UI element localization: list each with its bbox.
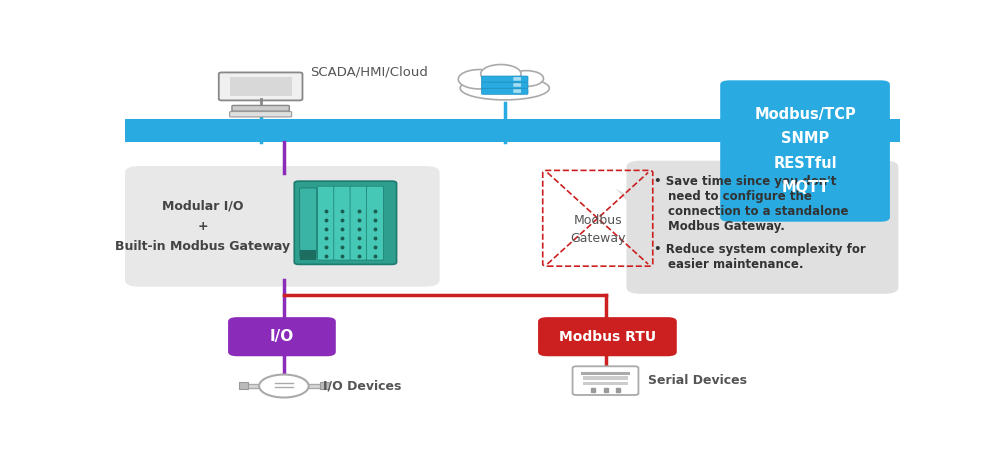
Circle shape — [509, 71, 544, 86]
FancyBboxPatch shape — [245, 384, 323, 388]
Text: SCADA/HMI/Cloud: SCADA/HMI/Cloud — [310, 66, 428, 79]
Text: Modbus
Gateway: Modbus Gateway — [570, 214, 626, 245]
FancyBboxPatch shape — [125, 166, 440, 287]
Circle shape — [259, 375, 309, 397]
FancyBboxPatch shape — [583, 377, 628, 380]
FancyBboxPatch shape — [300, 250, 316, 260]
FancyBboxPatch shape — [538, 317, 677, 356]
Circle shape — [481, 64, 521, 83]
Text: easier maintenance.: easier maintenance. — [668, 258, 804, 271]
Text: I/O: I/O — [270, 329, 294, 344]
FancyBboxPatch shape — [573, 366, 638, 395]
FancyBboxPatch shape — [581, 372, 630, 375]
FancyBboxPatch shape — [230, 111, 292, 117]
FancyBboxPatch shape — [482, 76, 528, 82]
FancyBboxPatch shape — [350, 186, 367, 260]
Text: Modular I/O
+
Built-in Modbus Gateway: Modular I/O + Built-in Modbus Gateway — [115, 200, 290, 253]
FancyBboxPatch shape — [720, 80, 890, 222]
Text: Modbus/TCP
SNMP
RESTful
MQTT: Modbus/TCP SNMP RESTful MQTT — [754, 107, 856, 195]
FancyBboxPatch shape — [230, 77, 292, 96]
Text: Modbus Gateway.: Modbus Gateway. — [668, 220, 785, 233]
Text: need to configure the: need to configure the — [668, 190, 812, 203]
FancyBboxPatch shape — [125, 119, 900, 142]
Text: connection to a standalone: connection to a standalone — [668, 205, 849, 218]
FancyBboxPatch shape — [228, 317, 336, 356]
FancyBboxPatch shape — [366, 186, 383, 260]
FancyBboxPatch shape — [583, 382, 628, 385]
Ellipse shape — [460, 76, 549, 100]
Text: • Save time since you don't: • Save time since you don't — [654, 175, 837, 188]
FancyBboxPatch shape — [482, 82, 528, 88]
FancyBboxPatch shape — [513, 77, 521, 81]
FancyBboxPatch shape — [219, 72, 302, 100]
FancyBboxPatch shape — [626, 161, 898, 294]
FancyBboxPatch shape — [334, 186, 351, 260]
FancyBboxPatch shape — [318, 186, 335, 260]
Text: • Reduce system complexity for: • Reduce system complexity for — [654, 242, 866, 255]
FancyBboxPatch shape — [513, 83, 521, 87]
FancyBboxPatch shape — [232, 105, 289, 111]
Text: Serial Devices: Serial Devices — [648, 374, 747, 387]
FancyBboxPatch shape — [482, 88, 528, 94]
Text: I/O Devices: I/O Devices — [323, 379, 401, 392]
FancyBboxPatch shape — [239, 383, 248, 389]
Circle shape — [458, 69, 500, 89]
Text: Modbus RTU: Modbus RTU — [559, 330, 656, 344]
FancyBboxPatch shape — [294, 181, 397, 264]
FancyBboxPatch shape — [513, 89, 521, 93]
Polygon shape — [616, 189, 640, 215]
FancyBboxPatch shape — [300, 188, 317, 258]
FancyBboxPatch shape — [320, 383, 329, 389]
